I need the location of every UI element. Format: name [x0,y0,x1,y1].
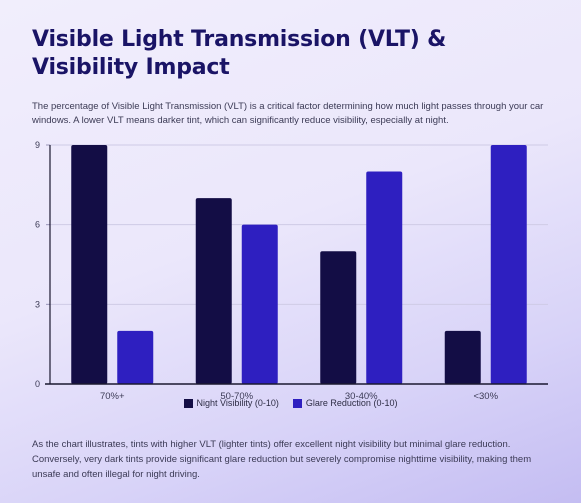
bar-night-visibility-0 [71,145,108,384]
bar-glare-reduction-2 [366,171,403,384]
x-tick-label-2: 30-40% [345,391,378,402]
bar-glare-reduction-3 [490,145,527,384]
x-tick-label-3: <30% [473,391,498,402]
bar-night-visibility-3 [444,330,481,384]
x-tick-label-0: 70%+ [100,391,125,402]
legend-item-glare-reduction[interactable]: Glare Reduction (0-10) [292,398,398,408]
bar-night-visibility-2 [320,251,357,384]
chart-legend: Night Visibility (0-10) Glare Reduction … [0,398,581,408]
bar-night-visibility-1 [195,198,232,384]
legend-item-night-visibility[interactable]: Night Visibility (0-10) [183,398,279,408]
legend-label-glare-reduction: Glare Reduction (0-10) [305,398,398,408]
x-tick-label-1: 50-70% [220,391,253,402]
y-tick-label-0: 0 [35,379,40,389]
legend-label-night-visibility: Night Visibility (0-10) [196,398,279,408]
y-tick-label-3: 3 [35,299,40,309]
chart-area: 0 3 6 9 70%+ 50-70% 30-40% <30% [0,135,581,420]
legend-swatch-glare-reduction [292,398,302,408]
y-tick-label-9: 9 [35,140,40,150]
bar-glare-reduction-1 [241,224,278,384]
page-title: Visible Light Transmission (VLT) & Visib… [32,27,447,80]
legend-swatch-night-visibility [183,398,193,408]
bar-glare-reduction-0 [117,330,154,384]
outro-paragraph: As the chart illustrates, tints with hig… [32,439,532,480]
bar-chart: 0 3 6 9 70%+ 50-70% 30-40% <30% [35,140,548,402]
intro-paragraph: The percentage of Visible Light Transmis… [32,101,544,126]
y-tick-label-6: 6 [35,220,40,230]
